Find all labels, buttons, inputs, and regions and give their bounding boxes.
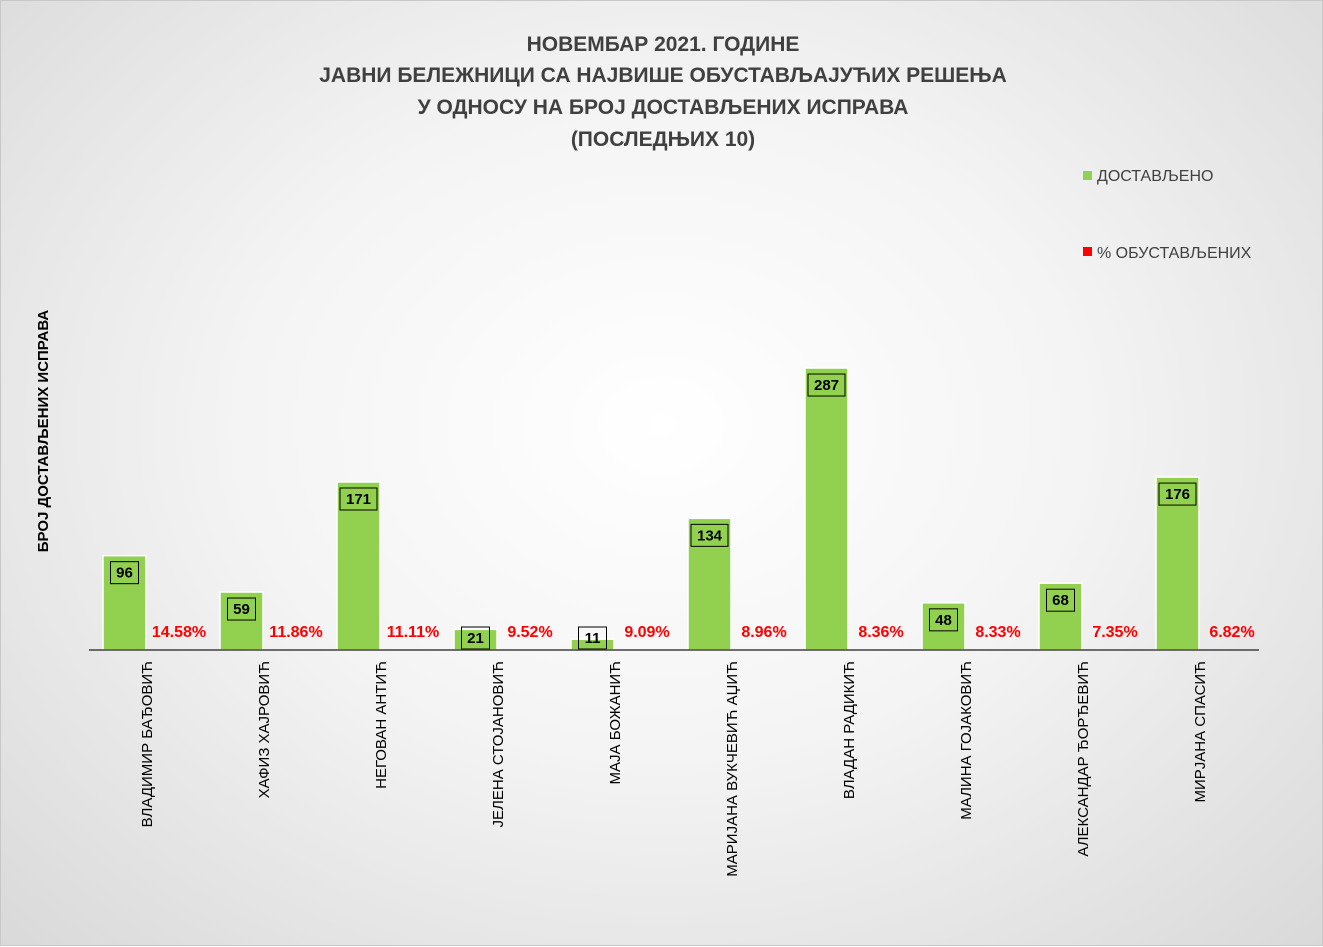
category-label: ВЛАДАН РАДИКИЋ: [841, 661, 858, 799]
pct-suspended-label: 8.33%: [975, 624, 1020, 641]
bar-label-box: [110, 561, 139, 585]
chart-title-line-2: ЈАВНИ БЕЛЕЖНИЦИ СА НАЈВИШЕ ОБУСТАВЉАЈУЋИ…: [319, 64, 1007, 87]
pct-suspended-label: 8.96%: [741, 624, 786, 641]
bar-label-box: [929, 608, 958, 632]
category-label: НЕГОВАН АНТИЋ: [373, 661, 390, 789]
chart-title-line-1: НОВЕМБАР 2021. ГОДИНЕ: [527, 33, 800, 56]
category-label: МАЛИНА ГОЈАКОВИЋ: [958, 661, 975, 820]
bar-label-box: [690, 523, 729, 547]
bar-value-label: 171: [346, 491, 371, 508]
category-label: ХАФИЗ ХАЈРОВИЋ: [256, 661, 273, 798]
chart-title: НОВЕМБАР 2021. ГОДИНЕ ЈАВНИ БЕЛЕЖНИЦИ СА…: [319, 33, 1007, 151]
bar-value-label: 48: [935, 612, 952, 629]
bar-delivered: [804, 367, 849, 651]
legend: ДОСТАВЉЕНО % ОБУСТАВЉЕНИХ: [1083, 168, 1252, 262]
bars-group: 96 14.58% 59 11.86% 171 11.11% 21 9.52% 11 9.09% 1…: [102, 367, 1255, 651]
bar-label-box: [578, 626, 607, 650]
bar-label-box: [227, 597, 256, 621]
pct-suspended-label: 7.35%: [1092, 624, 1137, 641]
bar-value-label: 176: [1165, 486, 1190, 503]
category-label: МАРИЈАНА ВУКЧЕВИЋ АЏИЋ: [724, 661, 741, 877]
pct-suspended-label: 8.36%: [858, 624, 903, 641]
chart-title-line-3: У ОДНОСУ НА БРОЈ ДОСТАВЉЕНИХ ИСПРАВА: [418, 96, 909, 119]
bar-value-label: 11: [585, 630, 601, 647]
pct-suspended-label: 14.58%: [152, 624, 206, 641]
bar-value-label: 21: [467, 630, 484, 647]
bar-value-label: 287: [814, 377, 839, 394]
bar-label-box: [1046, 588, 1075, 612]
y-axis-title: БРОЈ ДОСТАВЉЕНИХ ИСПРАВА: [35, 310, 52, 553]
chart-title-line-4: (ПОСЛЕДЊИХ 10): [571, 128, 755, 151]
pct-suspended-label: 9.52%: [507, 624, 552, 641]
pct-suspended-label: 11.11%: [387, 624, 440, 641]
legend-swatch-suspended-pct: [1083, 247, 1092, 256]
category-label: МАЈА БОЖАНИЋ: [607, 661, 624, 784]
bar-label-box: [339, 487, 378, 511]
bar-value-label: 134: [697, 527, 723, 544]
category-label: МИРЈАНА СПАСИЋ: [1192, 661, 1209, 803]
legend-swatch-delivered: [1083, 171, 1092, 180]
bar-value-label: 68: [1052, 592, 1069, 609]
pct-suspended-label: 6.82%: [1209, 624, 1254, 641]
bar-label-box: [807, 373, 846, 397]
pct-suspended-label: 9.09%: [624, 624, 669, 641]
category-label: ВЛАДИМИР БАЂОВИЋ: [139, 661, 156, 827]
bar-value-label: 59: [233, 601, 250, 618]
category-label: ЈЕЛЕНА СТОЈАНОВИЋ: [490, 661, 507, 827]
bar-label-box: [461, 626, 490, 650]
legend-label-delivered: ДОСТАВЉЕНО: [1097, 168, 1213, 185]
pct-suspended-label: 11.86%: [269, 624, 322, 641]
bar-value-label: 96: [116, 565, 133, 582]
category-labels: ВЛАДИМИР БАЂОВИЋ ХАФИЗ ХАЈРОВИЋ НЕГОВАН АН…: [139, 661, 1209, 877]
bar-label-box: [1158, 482, 1197, 506]
category-label: АЛЕКСАНДАР ЂОРЂЕВИЋ: [1075, 661, 1092, 857]
bar-delivered: [687, 517, 732, 651]
legend-label-suspended-pct: % ОБУСТАВЉЕНИХ: [1097, 245, 1252, 262]
